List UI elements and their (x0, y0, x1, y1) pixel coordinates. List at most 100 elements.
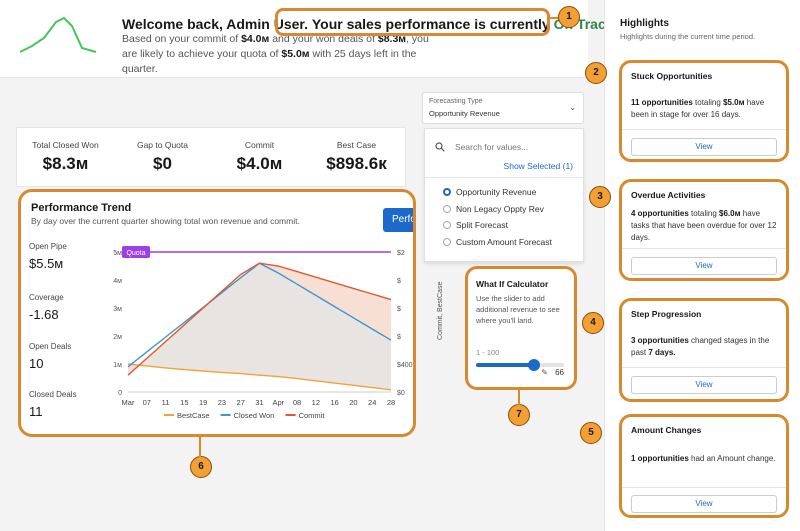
view-button[interactable]: View (631, 376, 777, 394)
what-if-title: What If Calculator (476, 279, 549, 289)
card-text: 4 opportunities totaling $6.0м have task… (631, 208, 781, 244)
card-overdue-activities: Overdue Activities 4 opportunities total… (619, 179, 789, 281)
revenue-slider[interactable] (476, 359, 564, 371)
y2-tick-label: $2 (397, 250, 405, 257)
option-opportunity-revenue[interactable]: Opportunity Revenue (443, 187, 536, 197)
metric-label: Open Deals (29, 342, 72, 351)
card-text: 1 opportunities had an Amount change. (631, 453, 781, 465)
show-selected-link[interactable]: Show Selected (1) (503, 161, 573, 171)
search-box (435, 140, 575, 156)
card-amount: 7 days. (648, 348, 676, 357)
y2-tick-label: $400 (397, 362, 413, 369)
kpi-value: $898.6к (326, 154, 387, 173)
kpi-strip: Total Closed Won $8.3м Gap to Quota $0 C… (16, 127, 406, 187)
kpi-label: Best Case (336, 140, 377, 150)
callout-highlight-status (275, 8, 550, 36)
metric-value: -1.68 (29, 307, 59, 322)
slider-thumb[interactable] (528, 359, 541, 371)
y2-tick-label: $ (397, 334, 401, 341)
kpi-value: $8.3м (42, 154, 89, 173)
highlights-panel: Highlights Highlights during the current… (604, 0, 800, 531)
option-non-legacy-oppty-rev[interactable]: Non Legacy Oppty Rev (443, 204, 544, 214)
x-tick-label: 15 (180, 398, 188, 407)
trend-subtitle: By day over the current quarter showing … (31, 216, 300, 226)
option-split-forecast[interactable]: Split Forecast (443, 220, 508, 230)
card-title: Amount Changes (631, 425, 702, 435)
x-tick-label: 23 (218, 398, 226, 407)
kpi-label: Total Closed Won (32, 140, 99, 150)
y-tick-label: 4м (113, 278, 122, 285)
callout-line (518, 390, 520, 405)
legend-label: Closed Won (234, 411, 275, 420)
what-if-calculator: What If Calculator Use the slider to add… (465, 266, 577, 390)
card-title: Overdue Activities (631, 190, 706, 200)
radio-icon (443, 221, 451, 229)
option-label: Split Forecast (456, 220, 508, 230)
y-tick-label: 0 (118, 390, 122, 397)
commit-area (128, 263, 391, 376)
metric-value: $5.5м (29, 256, 64, 271)
callout-badge-5: 5 (580, 422, 602, 444)
performance-trend-chart: 0 1м 2м 3м 4м 5м $0 $400 $ $ $ $2 Mar 07 11 15 19 23 27 31 A… (113, 246, 413, 420)
x-tick-label: 08 (293, 398, 301, 407)
y2-tick-label: $ (397, 278, 401, 285)
view-button[interactable]: View (631, 257, 777, 275)
metric-value: 10 (29, 356, 44, 371)
welcome-won: $8.3м (377, 33, 407, 45)
forecasting-type-dropdown: Show Selected (1) Opportunity Revenue No… (424, 128, 584, 262)
kpi-label: Gap to Quota (136, 140, 189, 150)
welcome-sub-1: Based on your commit of (122, 33, 239, 45)
search-input[interactable] (455, 140, 570, 154)
card-mid: had an Amount change. (691, 454, 776, 463)
pencil-icon[interactable]: ✎ (541, 368, 548, 377)
kpi-best-case: Best Case $898.6к (308, 128, 405, 186)
option-custom-amount-forecast[interactable]: Custom Amount Forecast (443, 237, 552, 247)
option-label: Non Legacy Oppty Rev (456, 204, 544, 214)
card-amount: $6.0м (719, 209, 741, 218)
card-rest: have been in stage for over 16 days. (631, 98, 765, 119)
callout-badge-2: 2 (585, 62, 607, 84)
x-tick-label: 19 (199, 398, 207, 407)
callout-badge-1: 1 (558, 6, 580, 28)
card-amount-changes: Amount Changes 1 opportunities had an Am… (619, 414, 789, 518)
welcome-performance: Your sales performance is currently (311, 16, 550, 32)
x-tick-label: 11 (162, 398, 170, 407)
performance-button[interactable]: Perfo (383, 208, 413, 232)
welcome-sub-3: , you are likely to achieve your quota o… (122, 33, 429, 60)
card-mid: totaling (695, 98, 721, 107)
forecasting-type-select[interactable]: Forecasting Type Opportunity Revenue ⌄ (422, 92, 584, 124)
divider (622, 129, 786, 130)
card-mid: changed stages in the past (631, 336, 770, 357)
x-tick-label: 07 (143, 398, 151, 407)
closed-won-area (128, 263, 391, 390)
x-tick-label: 16 (330, 398, 338, 407)
view-button[interactable]: View (631, 138, 777, 156)
callout-line (199, 437, 201, 457)
divider (622, 487, 786, 488)
callout-badge-7: 7 (508, 404, 530, 426)
highlights-subtitle: Highlights during the current time perio… (620, 32, 756, 41)
metric-open-deals: Open Deals 10 (29, 342, 71, 371)
card-count: 11 opportunities (631, 98, 693, 107)
y-tick-label: 1м (113, 362, 122, 369)
kpi-commit: Commit $4.0м (211, 128, 308, 186)
welcome-banner: Welcome back, Admin User. Your sales per… (0, 0, 617, 78)
quota-label: Quota (126, 250, 145, 257)
card-step-progression: Step Progression 3 opportunities changed… (619, 298, 789, 402)
legend-label: Commit (299, 411, 326, 420)
option-label: Opportunity Revenue (456, 187, 537, 197)
x-tick-label: 27 (237, 398, 245, 407)
card-amount: $5.0м (723, 98, 745, 107)
metric-open-pipe: Open Pipe $5.5м (29, 242, 67, 271)
divider (622, 367, 786, 368)
divider (622, 248, 786, 249)
metric-closed-deals: Closed Deals 11 (29, 390, 77, 419)
view-button[interactable]: View (631, 495, 777, 513)
card-title: Stuck Opportunities (631, 71, 713, 81)
kpi-total-closed-won: Total Closed Won $8.3м (17, 128, 114, 186)
welcome-quota: $5.0м (281, 48, 310, 60)
kpi-label: Commit (244, 140, 275, 150)
legend-label: BestCase (177, 411, 210, 420)
welcome-subtitle: Based on your commit of $4.0м and your w… (122, 32, 442, 77)
welcome-greeting: Welcome back, Admin User. (122, 16, 308, 32)
